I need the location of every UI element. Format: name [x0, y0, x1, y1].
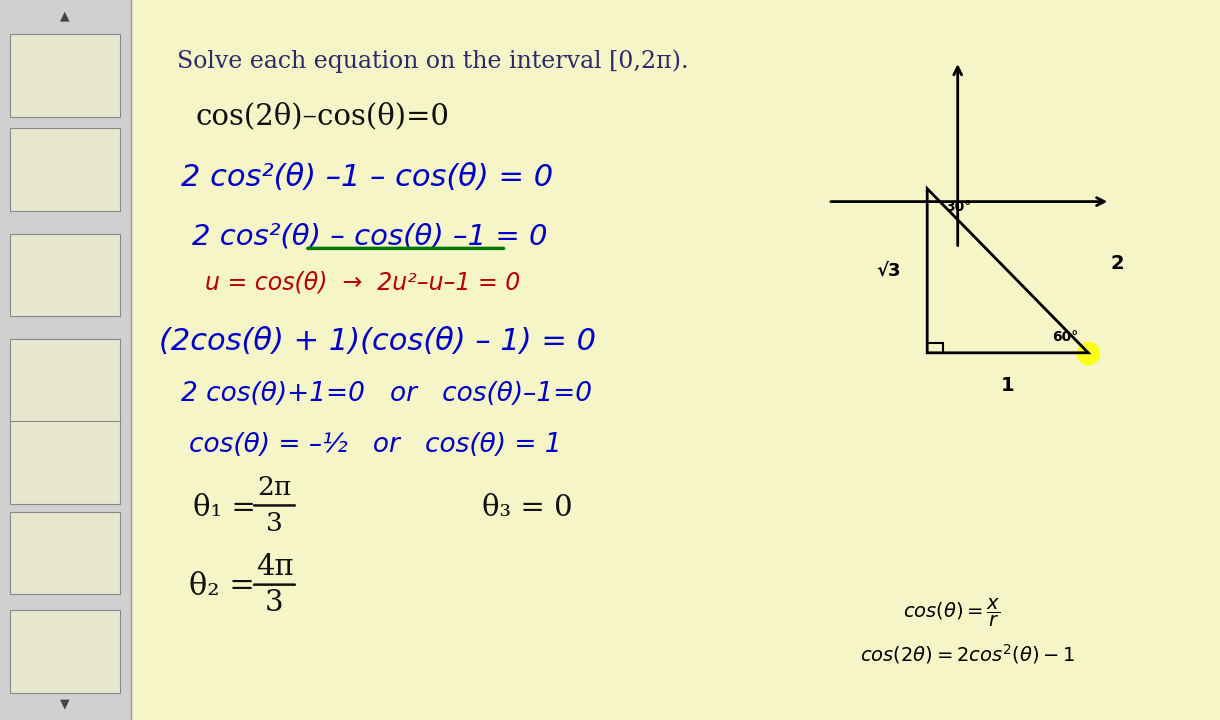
Text: √3: √3: [876, 262, 900, 280]
Text: 2: 2: [1110, 254, 1124, 273]
Text: 1: 1: [1000, 376, 1015, 395]
Text: 2 cos²(θ) – cos(θ) –1 = 0: 2 cos²(θ) – cos(θ) –1 = 0: [192, 222, 547, 250]
Text: (2cos(θ) + 1)(cos(θ) – 1) = 0: (2cos(θ) + 1)(cos(θ) – 1) = 0: [159, 327, 595, 356]
Text: 2π: 2π: [257, 475, 292, 500]
Text: Solve each equation on the interval [0,2π).: Solve each equation on the interval [0,2…: [177, 50, 688, 73]
Text: θ₂ =: θ₂ =: [189, 571, 255, 603]
Text: 60°: 60°: [1052, 330, 1078, 344]
FancyBboxPatch shape: [10, 34, 120, 117]
FancyBboxPatch shape: [10, 233, 120, 317]
Text: 2 cos²(θ) –1 – cos(θ) = 0: 2 cos²(θ) –1 – cos(θ) = 0: [181, 163, 553, 192]
FancyBboxPatch shape: [10, 511, 120, 595]
Text: 2 cos(θ)+1=0   or   cos(θ)–1=0: 2 cos(θ)+1=0 or cos(θ)–1=0: [181, 381, 592, 407]
Text: ▲: ▲: [61, 9, 70, 22]
Text: θ₃ = 0: θ₃ = 0: [482, 494, 572, 521]
Text: cos(θ) = –½   or   cos(θ) = 1: cos(θ) = –½ or cos(θ) = 1: [189, 432, 561, 458]
Bar: [0, 0, 131, 720]
Text: 30°: 30°: [946, 199, 972, 214]
Text: cos(2θ)–cos(θ)=0: cos(2θ)–cos(θ)=0: [195, 103, 449, 130]
Text: 3: 3: [265, 589, 284, 616]
Text: $cos(2\theta) = 2cos^2(\theta) - 1$: $cos(2\theta) = 2cos^2(\theta) - 1$: [860, 642, 1076, 666]
FancyBboxPatch shape: [10, 339, 120, 421]
FancyBboxPatch shape: [10, 420, 120, 504]
Text: u = cos(θ)  →  2u²–u–1 = 0: u = cos(θ) → 2u²–u–1 = 0: [205, 271, 520, 295]
Text: θ₁ =: θ₁ =: [193, 494, 256, 521]
Text: ▼: ▼: [61, 698, 70, 711]
Text: 3: 3: [266, 511, 283, 536]
Text: $cos(\theta) = \dfrac{x}{r}$: $cos(\theta) = \dfrac{x}{r}$: [903, 598, 1000, 629]
FancyBboxPatch shape: [10, 611, 120, 693]
Text: 4π: 4π: [256, 553, 293, 580]
FancyBboxPatch shape: [10, 127, 120, 210]
